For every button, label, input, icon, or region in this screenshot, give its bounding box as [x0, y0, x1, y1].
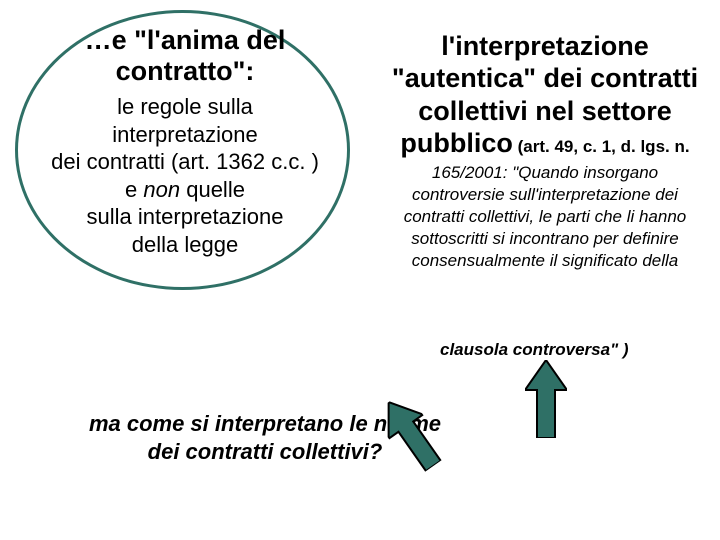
right-body-l3: contratti collettivi, le parti che li ha…: [404, 207, 687, 226]
right-main-l2: "autentica" dei contratti: [392, 63, 698, 93]
left-body-l3: dei contratti (art. 1362 c.c. ): [51, 149, 319, 174]
right-body-l4: sottoscritti si incontrano per definire: [411, 229, 678, 248]
question-l2: dei contratti collettivi?: [148, 439, 383, 464]
left-body-l4-italic: non: [143, 177, 180, 202]
arrow-up-right: [525, 360, 567, 438]
right-main: l'interpretazione "autentica" dei contra…: [370, 30, 720, 160]
left-body-l5: sulla interpretazione: [87, 204, 284, 229]
right-main-l4: pubblico: [400, 128, 512, 158]
left-body-l6: della legge: [132, 232, 238, 257]
right-main-l1: l'interpretazione: [441, 31, 648, 61]
right-text-block: l'interpretazione "autentica" dei contra…: [370, 30, 720, 272]
left-body-l2: interpretazione: [112, 122, 258, 147]
right-body: 165/2001: "Quando insorgano controversie…: [370, 162, 720, 272]
left-title: …e "l'anima del contratto":: [10, 25, 360, 87]
right-body-l5: consensualmente il significato della: [412, 251, 679, 270]
left-text-block: …e "l'anima del contratto": le regole su…: [10, 25, 360, 258]
right-body-l1: 165/2001: "Quando insorgano: [432, 163, 658, 182]
left-title-line2: contratto":: [116, 56, 255, 86]
left-title-line1: …e "l'anima del: [85, 25, 286, 55]
right-sub: (art. 49, c. 1, d. lgs. n.: [513, 137, 690, 156]
left-body-l4b: quelle: [180, 177, 245, 202]
right-main-l3: collettivi nel settore: [418, 96, 672, 126]
left-body: le regole sulla interpretazione dei cont…: [10, 93, 360, 258]
left-body-l1: le regole sulla: [117, 94, 253, 119]
left-body-l4a: e: [125, 177, 143, 202]
clausola-text: clausola controversa" ): [440, 340, 629, 360]
right-body-l2: controversie sull'interpretazione dei: [412, 185, 678, 204]
